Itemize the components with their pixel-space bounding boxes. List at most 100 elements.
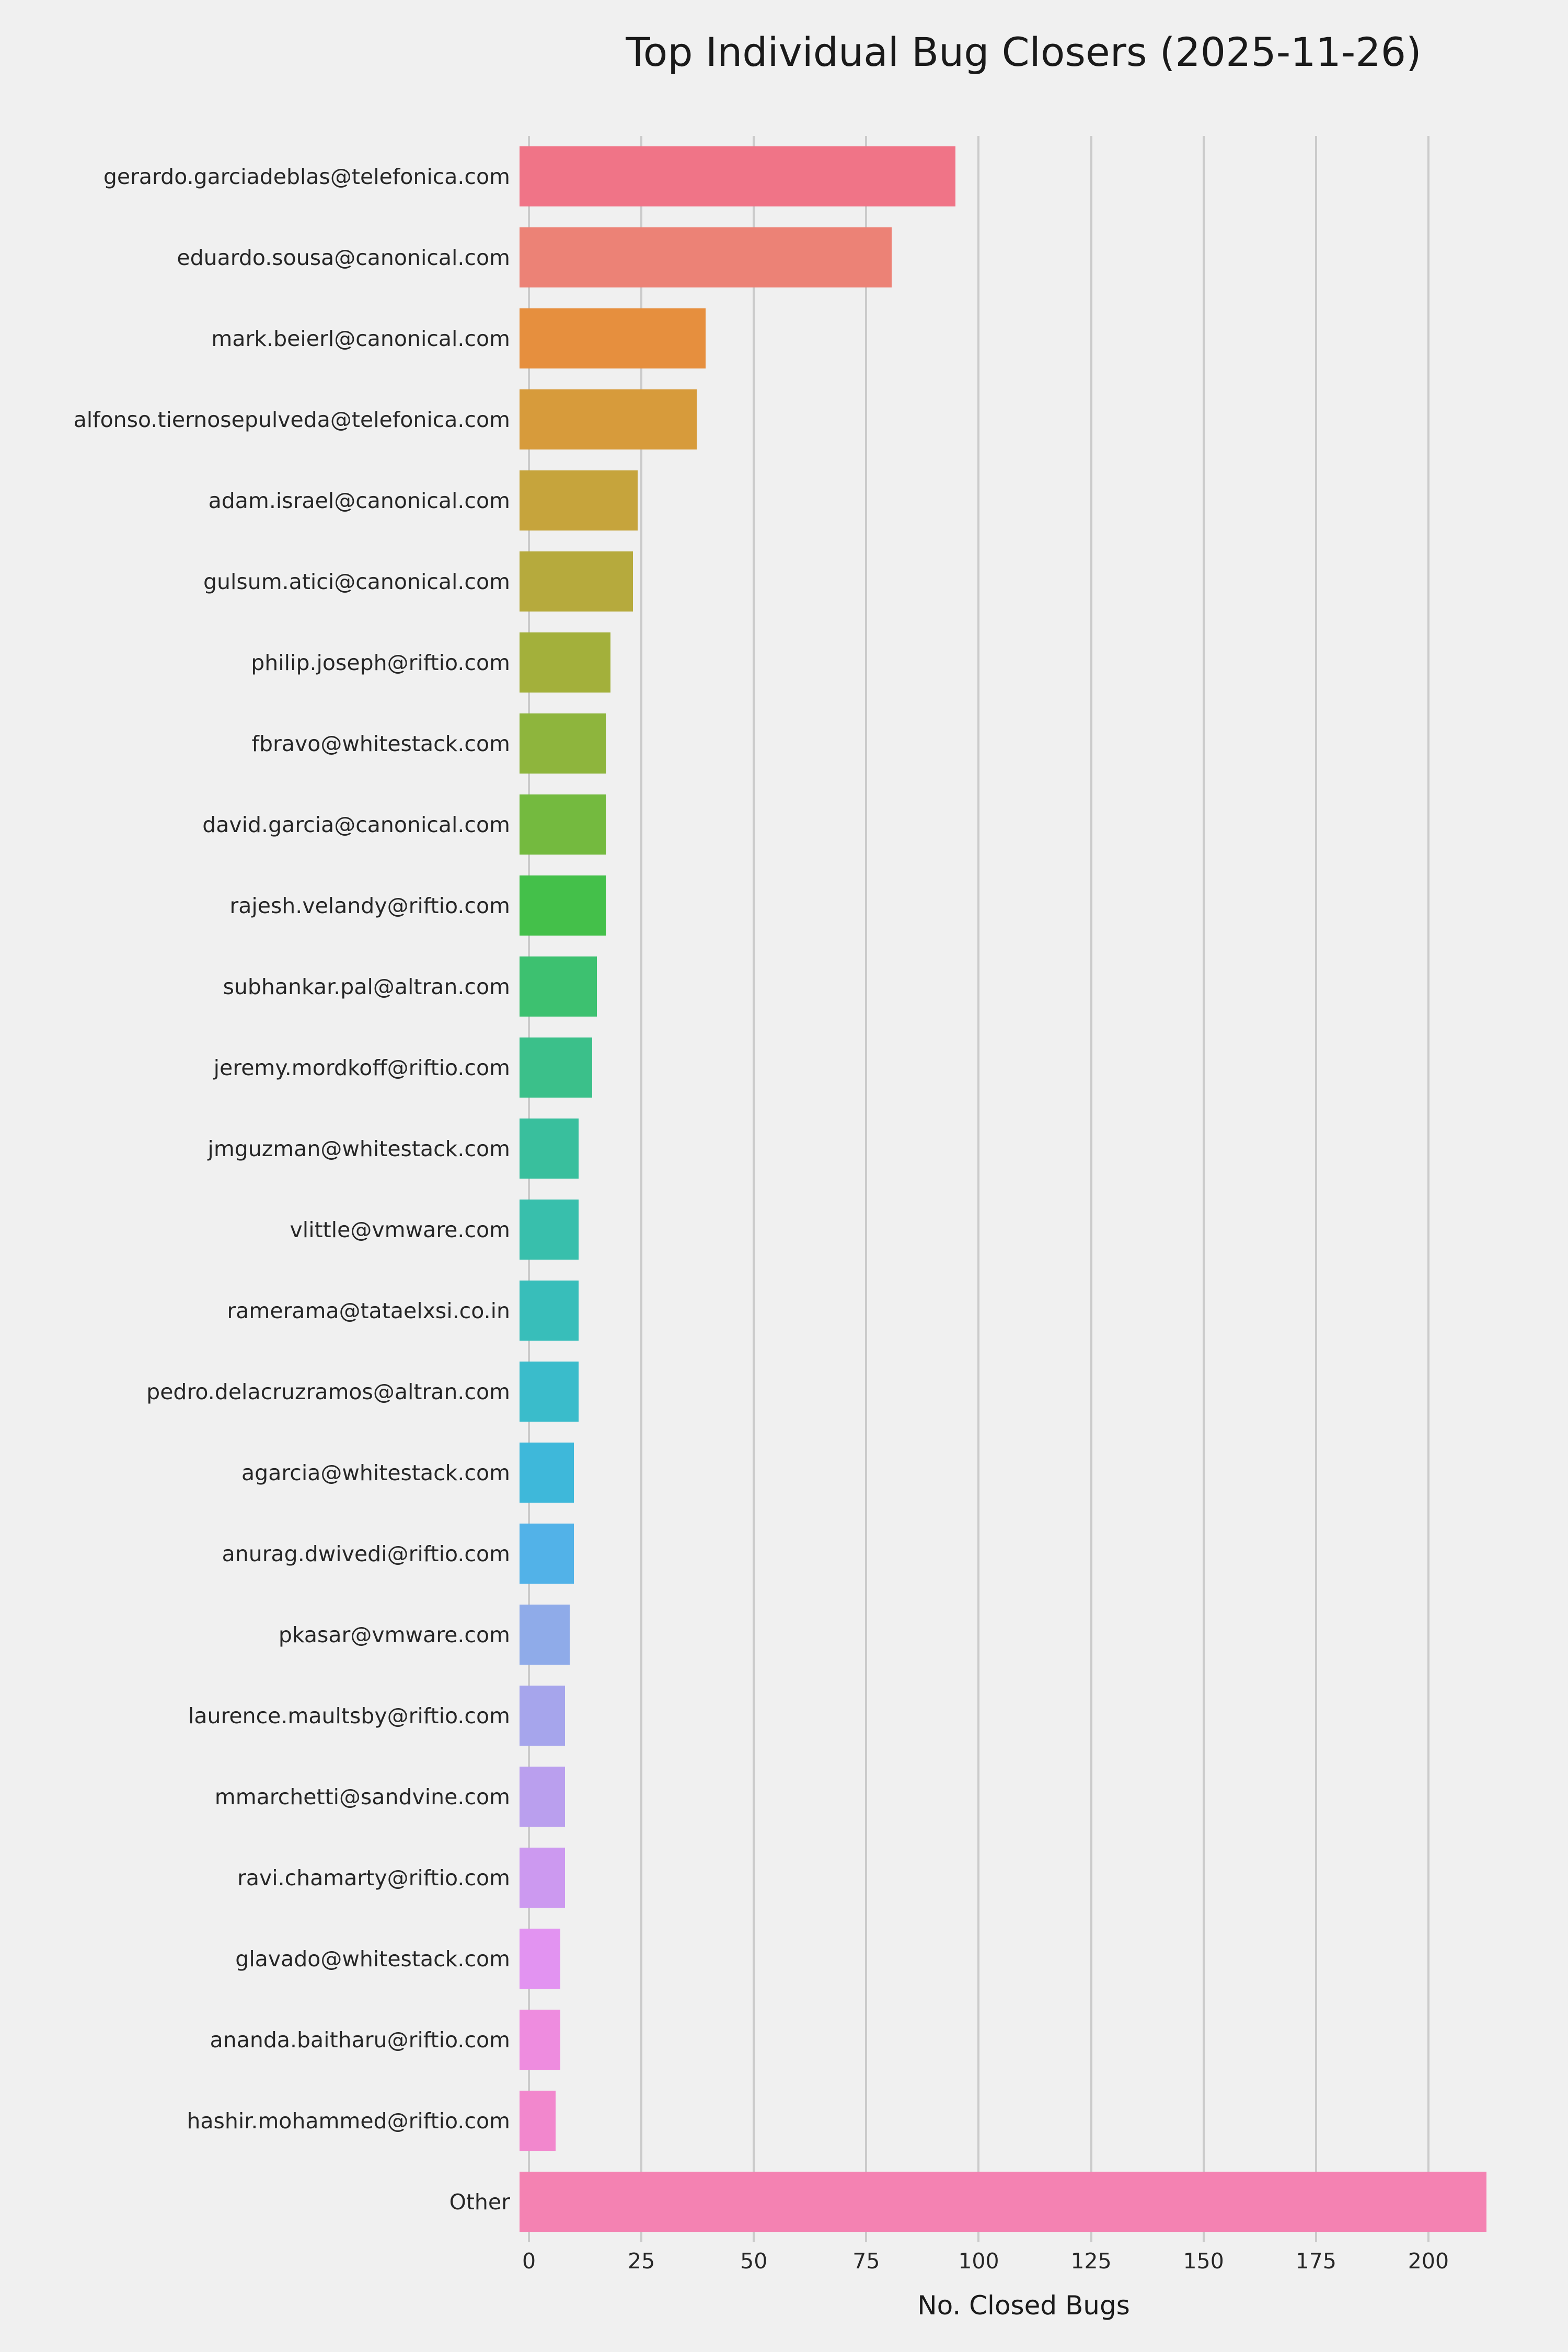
bar-track [520,1999,1518,2080]
bar [520,2010,561,2070]
bar-track [520,703,1518,784]
chart-row: gerardo.garciadeblas@telefonica.com [0,136,1518,217]
bar [520,1281,579,1341]
bar [520,227,892,287]
chart-row: philip.joseph@riftio.com [0,622,1518,703]
bar-track [520,1513,1518,1594]
y-tick-label: gulsum.atici@canonical.com [203,569,510,594]
gridline [1090,136,1092,2242]
bar-track [520,1432,1518,1513]
bar-track [520,2161,1518,2242]
chart-row: rajesh.velandy@riftio.com [0,865,1518,946]
chart-row: ananda.baitharu@riftio.com [0,1999,1518,2080]
chart-row: Other [0,2161,1518,2242]
chart-row: eduardo.sousa@canonical.com [0,217,1518,298]
bar-track [520,1756,1518,1837]
gridline [1202,136,1205,2242]
bar-track [520,1108,1518,1189]
y-tick-label: eduardo.sousa@canonical.com [177,245,510,270]
bar [520,308,706,368]
bar [520,1443,574,1503]
chart-row: subhankar.pal@altran.com [0,946,1518,1027]
x-axis-label: No. Closed Bugs [917,2290,1130,2321]
gridline [1427,136,1429,2242]
x-tick-label: 0 [522,2249,536,2274]
y-tick-label: david.garcia@canonical.com [202,812,510,837]
bar-track [520,622,1518,703]
bar-track [520,136,1518,217]
bar-track [520,1837,1518,1918]
chart-row: glavado@whitestack.com [0,1918,1518,1999]
bar-track [520,1189,1518,1270]
bar [520,146,955,206]
chart-row: jmguzman@whitestack.com [0,1108,1518,1189]
bar-track [520,1351,1518,1432]
gridline [640,136,643,2242]
bar [520,1848,565,1908]
chart-row: anurag.dwivedi@riftio.com [0,1513,1518,1594]
bar-track [520,298,1518,379]
x-tick-label: 25 [628,2249,655,2274]
bar-track [520,1270,1518,1351]
y-tick-label: agarcia@whitestack.com [241,1460,510,1485]
x-axis-ticks: 0 25 50 75 100 125 150 175 200 [522,2249,1518,2280]
x-tick-label: 175 [1295,2249,1336,2274]
x-tick-label: 200 [1408,2249,1449,2274]
y-tick-label: adam.israel@canonical.com [208,488,510,513]
bar [520,1119,579,1179]
chart-row: jeremy.mordkoff@riftio.com [0,1027,1518,1108]
y-tick-label: philip.joseph@riftio.com [251,650,510,675]
y-tick-label: fbravo@whitestack.com [251,731,510,756]
chart-row: pedro.delacruzramos@altran.com [0,1351,1518,1432]
chart-row: laurence.maultsby@riftio.com [0,1675,1518,1756]
x-tick-label: 150 [1183,2249,1224,2274]
bar-track [520,1675,1518,1756]
y-tick-label: ravi.chamarty@riftio.com [237,1865,510,1890]
y-tick-label: gerardo.garciadeblas@telefonica.com [103,164,510,189]
gridline [1315,136,1317,2242]
bar [520,470,638,531]
chart-row: agarcia@whitestack.com [0,1432,1518,1513]
y-tick-label: mmarchetti@sandvine.com [214,1784,510,1809]
bar [520,2091,556,2151]
bar-track [520,379,1518,460]
chart-row: alfonso.tiernosepulveda@telefonica.com [0,379,1518,460]
bar [520,551,633,612]
chart-row: david.garcia@canonical.com [0,784,1518,865]
y-tick-label: jmguzman@whitestack.com [207,1136,510,1161]
gridline [977,136,980,2242]
y-tick-label: alfonso.tiernosepulveda@telefonica.com [73,407,510,432]
y-tick-label: jeremy.mordkoff@riftio.com [213,1055,510,1080]
x-tick-label: 125 [1070,2249,1112,2274]
bar-track [520,946,1518,1027]
bar [520,1686,565,1746]
bar [520,1524,574,1584]
bar [520,1037,592,1098]
y-tick-label: ramerama@tataelxsi.co.in [227,1298,510,1323]
chart-row: ramerama@tataelxsi.co.in [0,1270,1518,1351]
bar [520,632,610,693]
bar-track [520,784,1518,865]
bar [520,794,606,855]
gridlines-layer [528,136,1518,2242]
bar [520,875,606,936]
bar [520,1605,570,1665]
bar-track [520,460,1518,541]
x-tick-label: 50 [740,2249,768,2274]
gridline [528,136,530,2242]
bar-track [520,1918,1518,1999]
x-tick-label: 75 [852,2249,880,2274]
y-tick-label: pedro.delacruzramos@altran.com [146,1379,510,1404]
chart-row: vlittle@vmware.com [0,1189,1518,1270]
chart-row: fbravo@whitestack.com [0,703,1518,784]
bar-track [520,1027,1518,1108]
gridline [865,136,868,2242]
bar-track [520,865,1518,946]
chart-row: hashir.mohammed@riftio.com [0,2080,1518,2161]
y-tick-label: mark.beierl@canonical.com [211,326,510,351]
bar [520,713,606,774]
bar [520,2172,1487,2232]
y-tick-label: ananda.baitharu@riftio.com [210,2027,510,2053]
y-tick-label: subhankar.pal@altran.com [223,974,510,999]
